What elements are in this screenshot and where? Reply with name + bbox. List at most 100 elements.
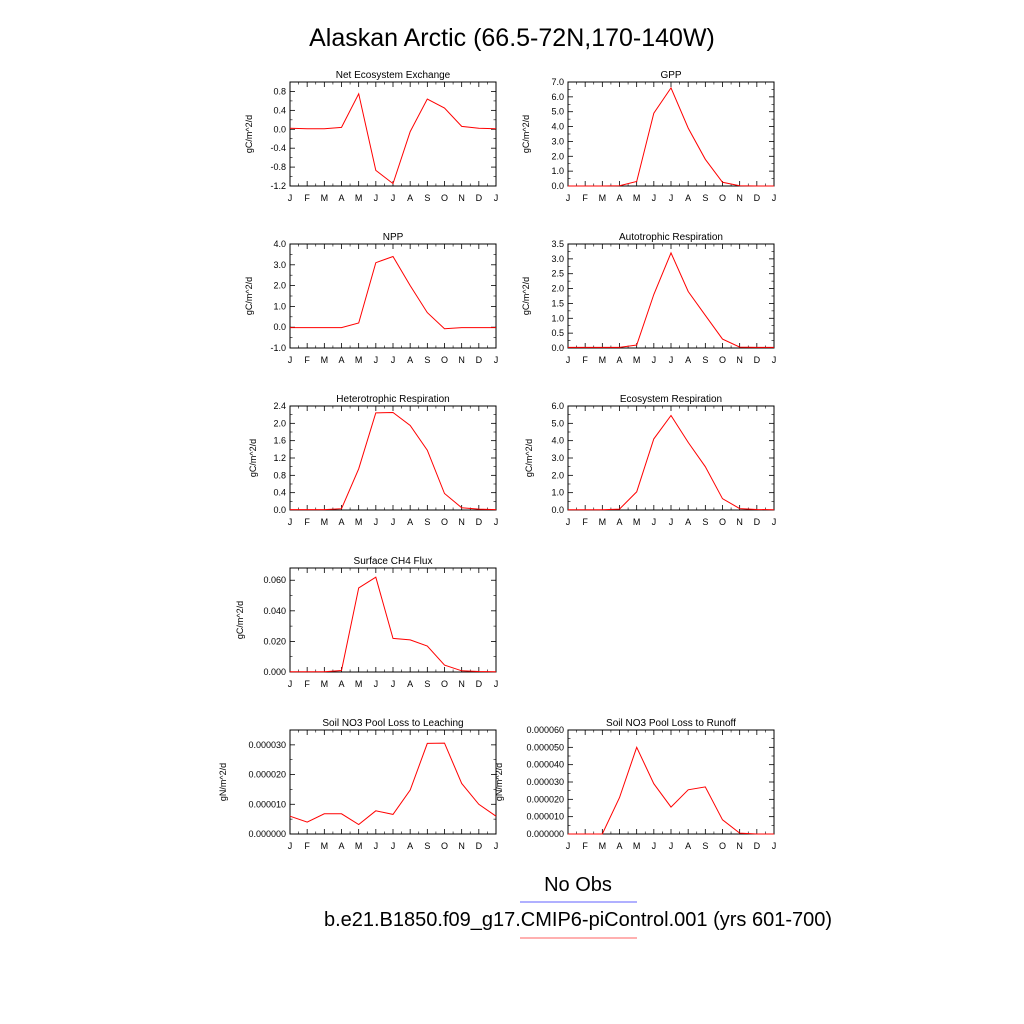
x-tick-label: D	[476, 355, 483, 365]
series-line	[289, 92, 497, 185]
y-tick-label: 1.2	[273, 453, 286, 463]
series-line	[568, 251, 774, 348]
y-tick-label: 3.0	[551, 254, 564, 264]
y-tick-label: 3.5	[551, 239, 564, 249]
x-tick-label: S	[702, 517, 708, 527]
x-tick-label: D	[476, 679, 483, 689]
y-tick-label: 0.0	[551, 343, 564, 353]
panel-title: Soil NO3 Pool Loss to Runoff	[606, 718, 736, 729]
y-tick-label: 0.0	[273, 322, 286, 332]
x-tick-label: J	[391, 679, 396, 689]
series-line	[290, 576, 497, 673]
x-tick-label: J	[374, 193, 379, 203]
y-tick-label: 0.0	[551, 505, 564, 515]
y-tick-label: 0.020	[263, 636, 286, 646]
x-tick-label: S	[424, 841, 430, 851]
x-tick-label: F	[304, 679, 310, 689]
x-tick-label: S	[424, 355, 430, 365]
y-axis-label: gC/m^2/d	[521, 277, 531, 315]
y-tick-label: 0.4	[273, 488, 286, 498]
x-tick-label: J	[391, 355, 396, 365]
x-tick-label: M	[599, 193, 607, 203]
x-tick-label: O	[719, 841, 726, 851]
x-tick-label: O	[719, 517, 726, 527]
x-tick-label: J	[288, 517, 293, 527]
x-tick-label: A	[407, 841, 413, 851]
y-tick-label: 1.0	[551, 488, 564, 498]
x-tick-label: A	[407, 193, 413, 203]
y-tick-label: 0.000	[263, 667, 286, 677]
x-tick-label: M	[355, 679, 363, 689]
x-tick-label: F	[304, 193, 310, 203]
x-tick-label: J	[669, 841, 674, 851]
x-tick-label: S	[424, 517, 430, 527]
y-tick-label: -1.2	[270, 181, 286, 191]
x-tick-label: M	[599, 355, 607, 365]
y-axis-label: gC/m^2/d	[248, 439, 258, 477]
figure-title: Alaskan Arctic (66.5-72N,170-140W)	[309, 24, 715, 52]
y-tick-label: 2.0	[273, 281, 286, 291]
y-tick-label: 2.0	[551, 470, 564, 480]
y-tick-label: 1.0	[273, 301, 286, 311]
series-line	[568, 745, 774, 835]
x-tick-label: M	[599, 517, 607, 527]
series-line	[568, 86, 774, 187]
panel-title: GPP	[660, 70, 681, 81]
x-tick-label: M	[355, 841, 363, 851]
y-tick-label: 4.0	[273, 239, 286, 249]
x-tick-label: A	[616, 517, 622, 527]
x-tick-label: O	[441, 517, 448, 527]
y-tick-label: 3.0	[273, 260, 286, 270]
y-tick-label: 2.5	[551, 269, 564, 279]
y-axis-label: gC/m^2/d	[521, 115, 531, 153]
x-tick-label: N	[458, 679, 465, 689]
x-tick-label: M	[321, 517, 329, 527]
plot-frame	[567, 243, 775, 349]
y-tick-label: 5.0	[551, 418, 564, 428]
x-tick-label: F	[304, 841, 310, 851]
y-tick-label: -0.4	[270, 143, 286, 153]
y-tick-label: 0.4	[273, 105, 286, 115]
y-tick-label: 0.5	[551, 328, 564, 338]
x-tick-label: F	[304, 355, 310, 365]
x-tick-label: M	[321, 841, 329, 851]
x-tick-label: M	[633, 355, 641, 365]
y-tick-label: 0.0	[273, 124, 286, 134]
panel-title: Ecosystem Respiration	[620, 394, 722, 405]
series-line	[290, 255, 496, 330]
y-tick-label: -1.0	[270, 343, 286, 353]
x-tick-label: J	[669, 193, 674, 203]
x-tick-label: J	[652, 355, 657, 365]
panel-title: Autotrophic Respiration	[619, 232, 723, 243]
x-tick-label: A	[338, 679, 344, 689]
x-tick-label: J	[494, 841, 499, 851]
x-tick-label: N	[736, 355, 743, 365]
x-tick-label: S	[424, 193, 430, 203]
y-tick-label: 7.0	[551, 77, 564, 87]
x-tick-label: D	[476, 517, 483, 527]
y-tick-label: 0.8	[273, 470, 286, 480]
x-tick-label: J	[772, 355, 777, 365]
y-tick-label: 0.000040	[526, 760, 564, 770]
x-tick-label: J	[494, 193, 499, 203]
y-tick-label: 0.000030	[248, 740, 286, 750]
x-tick-label: S	[702, 193, 708, 203]
x-tick-label: J	[652, 841, 657, 851]
x-tick-label: N	[458, 517, 465, 527]
x-tick-label: N	[458, 355, 465, 365]
y-tick-label: 2.0	[551, 151, 564, 161]
x-tick-label: A	[685, 193, 691, 203]
x-tick-label: J	[288, 355, 293, 365]
x-tick-label: A	[338, 517, 344, 527]
x-tick-label: N	[736, 517, 743, 527]
x-tick-label: F	[582, 355, 588, 365]
